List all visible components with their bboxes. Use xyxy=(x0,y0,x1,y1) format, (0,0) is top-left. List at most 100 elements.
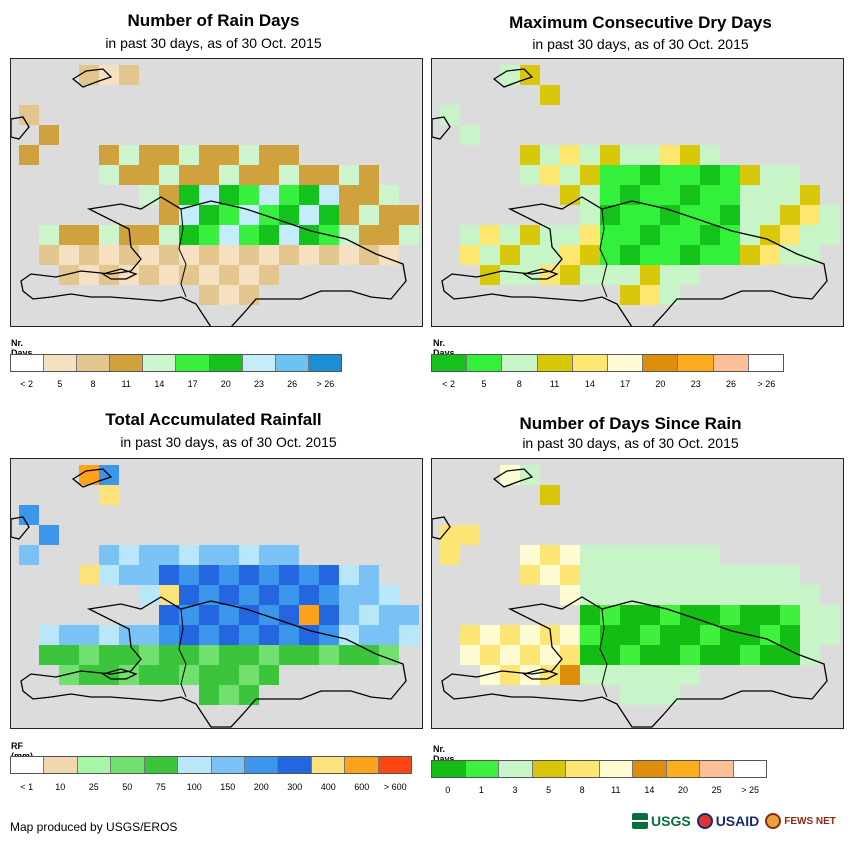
grid-cell xyxy=(620,545,640,565)
grid-cell xyxy=(259,245,279,265)
grid-cell xyxy=(560,185,580,205)
grid-cell xyxy=(99,265,119,285)
grid-cell xyxy=(279,625,299,645)
grid-cell xyxy=(780,185,800,205)
legend-swatch xyxy=(700,761,734,777)
legend-swatch xyxy=(211,757,245,773)
grid-cell xyxy=(179,545,199,565)
grid-cell xyxy=(239,225,259,245)
grid-cell xyxy=(279,605,299,625)
grid-cell xyxy=(620,165,640,185)
grid-cell xyxy=(680,565,700,585)
grid-cell xyxy=(239,585,259,605)
grid-cell xyxy=(339,245,359,265)
grid-cell xyxy=(199,265,219,285)
grid-cell xyxy=(199,205,219,225)
legend-label: 23 xyxy=(253,379,265,389)
island-outline xyxy=(11,116,30,140)
grid-cell xyxy=(39,645,59,665)
grid-cell xyxy=(680,245,700,265)
legend-label: < 2 xyxy=(442,379,456,389)
grid-cell xyxy=(319,645,339,665)
grid-cell xyxy=(760,165,780,185)
grid-cell xyxy=(780,205,800,225)
panel-subtitle: in past 30 days, as of 30 Oct. 2015 xyxy=(532,36,749,52)
grid-cell xyxy=(600,205,620,225)
grid-cell xyxy=(79,565,99,585)
grid-cell xyxy=(720,205,740,225)
legend-labels: < 2 5 8 11 14 17 20 23 26 > 26 xyxy=(10,379,342,391)
grid-cell xyxy=(159,585,179,605)
grid-cell xyxy=(720,165,740,185)
grid-cell xyxy=(480,625,500,645)
grid-cell xyxy=(620,245,640,265)
grid-cell xyxy=(560,565,580,585)
coastline xyxy=(20,596,407,728)
grid-cell xyxy=(520,645,540,665)
grid-cell xyxy=(259,165,279,185)
grid-cell xyxy=(339,185,359,205)
grid-cell xyxy=(540,665,560,685)
grid-cell xyxy=(540,565,560,585)
grid-cell xyxy=(259,145,279,165)
grid-cell xyxy=(239,245,259,265)
grid-cell xyxy=(800,185,820,205)
legend-swatch xyxy=(242,355,276,371)
grid-cell xyxy=(259,565,279,585)
grid-cell xyxy=(820,205,840,225)
legend-labels: 0 1 3 5 8 11 14 20 25 > 25 xyxy=(431,785,767,797)
grid-cell xyxy=(279,185,299,205)
grid-cell xyxy=(79,245,99,265)
legend-label: 23 xyxy=(690,379,701,389)
grid-cell xyxy=(460,645,480,665)
grid-cell xyxy=(279,205,299,225)
grid-cell xyxy=(119,165,139,185)
grid-cell xyxy=(700,225,720,245)
legend-label: > 600 xyxy=(383,782,407,792)
grid-cell xyxy=(520,265,540,285)
grid-cell xyxy=(640,245,660,265)
grid-cell xyxy=(620,645,640,665)
grid-cell xyxy=(159,145,179,165)
grid-cell xyxy=(299,165,319,185)
grid-cell xyxy=(359,585,379,605)
legend-swatch xyxy=(467,355,503,371)
grid-cell xyxy=(319,605,339,625)
grid-cell xyxy=(239,545,259,565)
grid-cell xyxy=(219,645,239,665)
grid-cell xyxy=(239,165,259,185)
legend-swatch xyxy=(499,761,533,777)
grid-cell xyxy=(760,565,780,585)
coastline xyxy=(20,196,407,326)
grid-cell xyxy=(720,625,740,645)
grid-cell xyxy=(660,645,680,665)
grid-cell xyxy=(600,625,620,645)
grid-cell xyxy=(740,165,760,185)
grid-cell xyxy=(59,225,79,245)
grid-cell xyxy=(560,165,580,185)
grid-cell xyxy=(640,685,660,705)
grid-cell xyxy=(620,665,640,685)
grid-cell xyxy=(319,205,339,225)
grid-cell xyxy=(299,205,319,225)
grid-cell xyxy=(480,665,500,685)
island-outline xyxy=(71,68,113,88)
legend-bar xyxy=(10,756,412,774)
panel-subtitle: in past 30 days, as of 30 Oct. 2015 xyxy=(522,435,739,451)
grid-cell xyxy=(700,185,720,205)
grid-cell xyxy=(720,185,740,205)
grid-cell xyxy=(540,225,560,245)
legend-label: 26 xyxy=(726,379,737,389)
legend-swatch xyxy=(44,355,78,371)
legend-label: 1 xyxy=(478,785,484,795)
grid-cell xyxy=(399,605,419,625)
legend-label: 26 xyxy=(287,379,298,389)
grid-cell xyxy=(520,625,540,645)
grid-cell xyxy=(680,225,700,245)
grid-cell xyxy=(219,145,239,165)
grid-cell xyxy=(660,605,680,625)
legend-label: 17 xyxy=(620,379,631,389)
grid-cell xyxy=(219,585,239,605)
legend-title: Nr. Days xyxy=(433,338,455,358)
grid-cell xyxy=(159,225,179,245)
